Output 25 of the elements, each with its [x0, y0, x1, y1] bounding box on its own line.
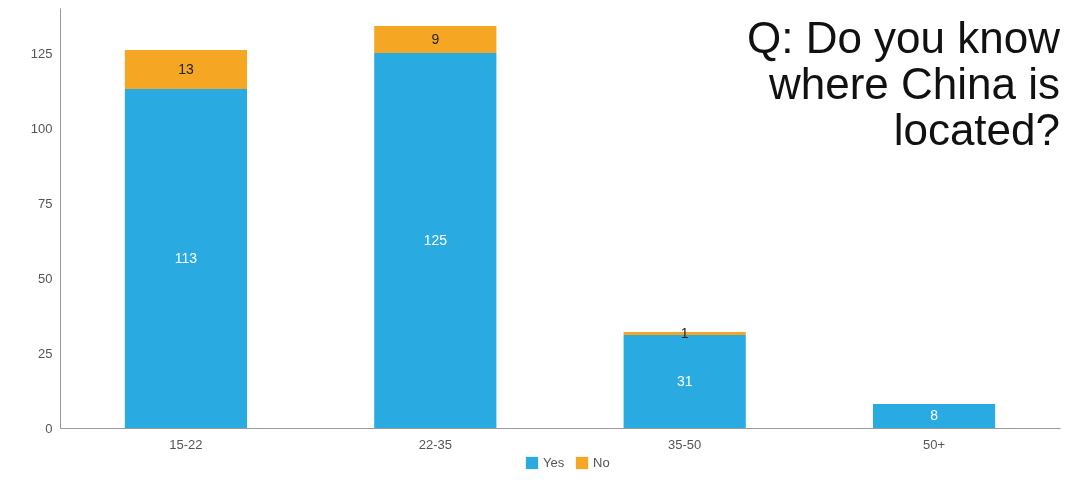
legend-label: Yes — [543, 455, 565, 470]
data-label: 125 — [423, 231, 448, 248]
bar — [124, 89, 248, 428]
bar — [374, 26, 497, 53]
data-label: 1 — [680, 324, 689, 341]
data-label: 9 — [431, 30, 440, 47]
x-tick-label: 50+ — [923, 436, 946, 452]
y-tick-label: 0 — [45, 420, 53, 436]
data-label: 8 — [930, 407, 939, 423]
y-tick-label: 75 — [38, 195, 53, 211]
x-tick-label: 15-22 — [169, 436, 203, 452]
x-tick-label: 35-50 — [668, 436, 702, 452]
x-tick-label: 22-35 — [418, 436, 452, 452]
bar — [374, 53, 497, 428]
y-tick-label: 25 — [38, 345, 53, 361]
text: Q: Do you know where China is located? — [746, 13, 1061, 154]
bar — [124, 50, 248, 89]
legend-label: No — [593, 455, 610, 470]
y-tick-label: 50 — [38, 270, 53, 286]
bar — [872, 404, 996, 428]
data-label: 31 — [676, 372, 693, 389]
data-label: 113 — [174, 249, 198, 266]
y-tick-label: 100 — [30, 120, 53, 136]
data-label: 13 — [178, 60, 194, 77]
y-tick-label: 125 — [30, 45, 53, 61]
